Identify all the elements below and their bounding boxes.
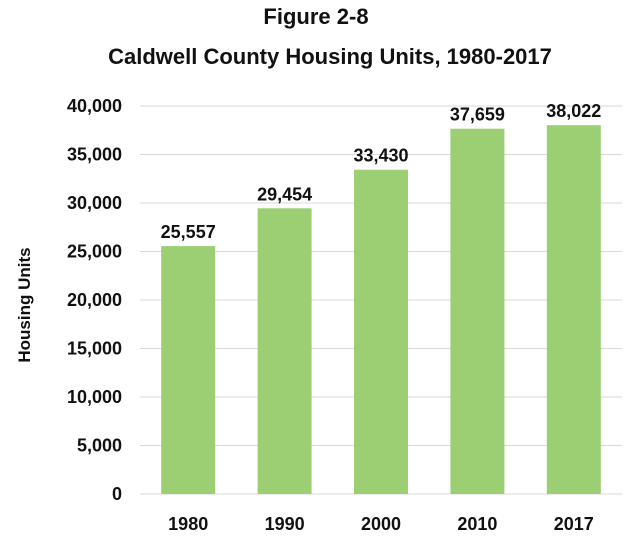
y-tick-label: 30,000	[67, 193, 122, 213]
bar-2017	[546, 125, 601, 495]
x-tick-label: 1980	[168, 514, 208, 534]
y-tick-label: 15,000	[67, 339, 122, 359]
x-tick-label: 2017	[554, 514, 594, 534]
x-tick-label: 2010	[457, 514, 497, 534]
y-tick-labels: 0 5,000 10,000 15,000 20,000 25,000 30,000 35,0…	[67, 96, 122, 504]
y-tick-label: 25,000	[67, 242, 122, 262]
bar-1980	[161, 246, 216, 494]
y-tick-label: 5,000	[77, 436, 122, 456]
bar-2000	[354, 169, 408, 494]
x-tick-labels: 1980 1990 2000 2010 2017	[168, 514, 594, 534]
y-tick-label: 40,000	[67, 96, 122, 116]
y-axis-label: Housing Units	[15, 247, 34, 362]
data-label: 38,022	[546, 101, 601, 121]
bar-1990	[257, 208, 312, 494]
y-tick-label: 10,000	[67, 387, 122, 407]
data-label: 33,430	[353, 146, 408, 166]
figure-number: Figure 2-8	[263, 4, 369, 29]
y-tick-label: 0	[112, 484, 122, 504]
chart-title: Caldwell County Housing Units, 1980-2017	[108, 44, 552, 69]
data-labels: 25,557 29,454 33,430 37,659 38,022	[161, 101, 602, 242]
data-label: 29,454	[257, 184, 312, 204]
bars	[161, 125, 601, 495]
data-label: 25,557	[161, 222, 216, 242]
x-tick-label: 1990	[265, 514, 305, 534]
x-tick-label: 2000	[361, 514, 401, 534]
y-tick-label: 20,000	[67, 290, 122, 310]
bar-2010	[450, 128, 505, 494]
data-label: 37,659	[450, 105, 505, 125]
y-tick-label: 35,000	[67, 145, 122, 165]
